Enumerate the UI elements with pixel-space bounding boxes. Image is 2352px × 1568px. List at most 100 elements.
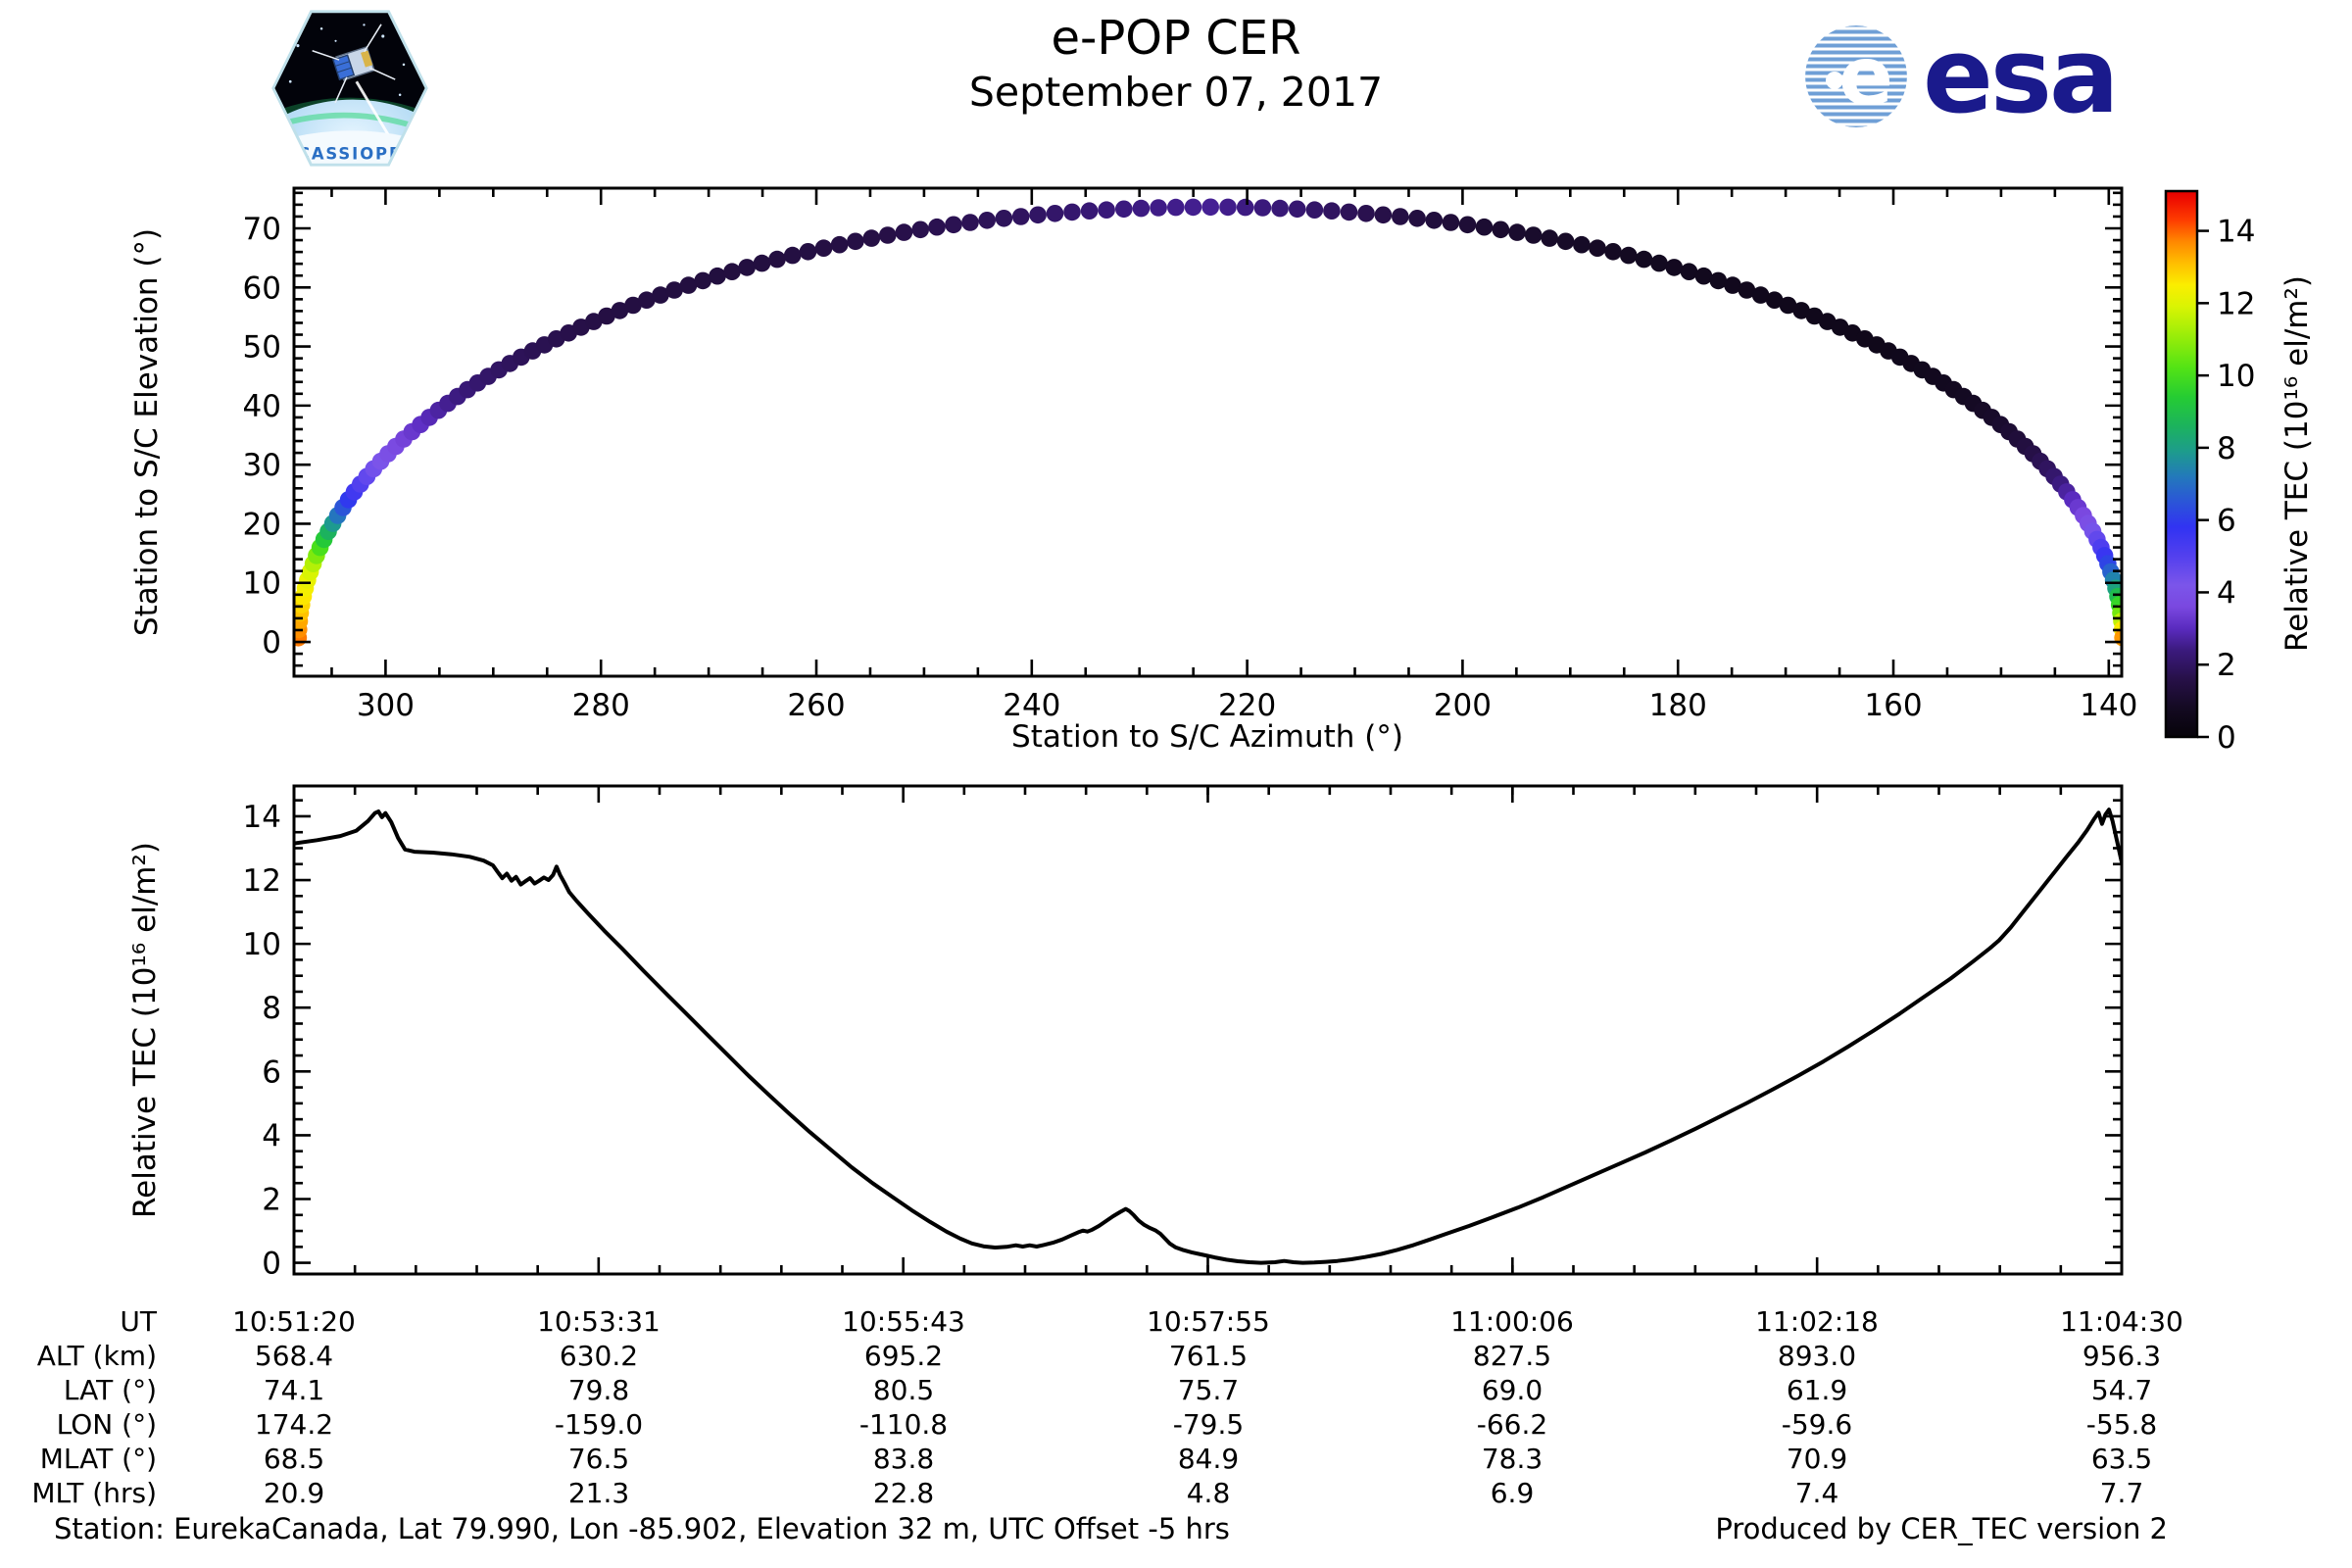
scatter-point	[978, 212, 996, 229]
scatter-point	[1271, 199, 1289, 218]
scatter-point	[879, 226, 897, 244]
tick-label: 10	[243, 566, 281, 602]
scatter-point	[611, 302, 629, 319]
scatter-point	[1011, 208, 1030, 225]
scatter-point	[1408, 210, 1426, 227]
tec-line	[294, 808, 2122, 1265]
table-cell: 75.7	[1177, 1374, 1240, 1406]
table-row-label: UT	[120, 1305, 157, 1338]
scatter-point	[1029, 206, 1047, 224]
scatter-point	[1524, 226, 1543, 244]
scatter-point	[1792, 302, 1810, 319]
scatter-point	[1098, 201, 1115, 219]
scatter-point	[961, 214, 979, 231]
table-cell: 76.5	[567, 1443, 630, 1475]
scatter-point	[768, 250, 786, 269]
scatter-point	[895, 223, 913, 241]
tick-label: 40	[243, 389, 281, 424]
tick-label: 0	[2217, 720, 2236, 756]
tick-label: 6	[2217, 504, 2236, 539]
table-cell: 7.4	[1794, 1477, 1839, 1509]
scatter-point	[1751, 286, 1770, 304]
scatter-point	[1805, 307, 1824, 325]
scatter-point	[1425, 212, 1444, 229]
table-cell: 6.9	[1490, 1477, 1535, 1509]
tick-label: 14	[2217, 215, 2255, 250]
esa-logo: e esa	[1801, 16, 2120, 136]
scatter-point	[753, 254, 771, 272]
table-cell: -55.8	[2085, 1408, 2158, 1441]
table-cell: 10:55:43	[842, 1305, 965, 1338]
page-title: e-POP CER	[1051, 11, 1301, 66]
table-cell: 74.1	[263, 1374, 325, 1406]
table-cell: 11:04:30	[2060, 1305, 2183, 1338]
table-cell: 11:02:18	[1755, 1305, 1879, 1338]
table-cell: -66.2	[1476, 1408, 1548, 1441]
cassiope-logo-graphic: CASSIOPE	[271, 10, 428, 167]
scatter-point	[709, 267, 726, 285]
scatter-point	[1556, 232, 1575, 251]
tick-label: 2	[262, 1183, 281, 1218]
table-row-label: ALT (km)	[36, 1340, 157, 1372]
tick-label: 4	[262, 1118, 281, 1153]
scatter-point	[945, 216, 962, 234]
scatter-point	[598, 307, 615, 325]
scatter-point	[1508, 223, 1526, 241]
tick-label: 12	[243, 863, 281, 899]
scatter-point	[1219, 198, 1237, 217]
colorbar-label: Relative TEC (10¹⁶ el/m²)	[2279, 275, 2315, 652]
scatter-point	[1604, 242, 1622, 261]
table-cell: 761.5	[1168, 1340, 1249, 1372]
table-cell: 11:00:06	[1450, 1305, 1574, 1338]
cassiope-logo: CASSIOPE	[268, 8, 432, 172]
scatter-point	[1738, 281, 1756, 299]
scatter-point	[1150, 199, 1167, 217]
table-cell: 80.5	[872, 1374, 935, 1406]
scatter-point	[1709, 271, 1728, 290]
tick-label: 300	[357, 688, 415, 723]
tick-label: 0	[262, 1247, 281, 1282]
elevation-azimuth-scatter	[294, 198, 2122, 647]
esa-wordmark: esa	[1923, 16, 2120, 136]
scatter-point	[928, 218, 946, 236]
tick-label: 12	[2217, 286, 2255, 321]
scatter-point	[1779, 296, 1797, 315]
table-cell: 893.0	[1777, 1340, 1857, 1372]
table-cell: 10:57:55	[1147, 1305, 1270, 1338]
table-row-label: MLAT (°)	[39, 1443, 157, 1475]
scatter-point	[1201, 198, 1219, 217]
scatter-point	[679, 276, 698, 294]
table-cell: -79.5	[1172, 1408, 1245, 1441]
scatter-point	[1288, 200, 1306, 219]
scatter-point	[862, 229, 881, 247]
table-cell: 695.2	[863, 1340, 944, 1372]
top-chart-ylabel: Station to S/C Elevation (°)	[129, 227, 165, 637]
table-cell: 79.8	[567, 1374, 630, 1406]
page-date: September 07, 2017	[968, 69, 1384, 116]
scatter-point	[624, 296, 642, 315]
table-cell: 20.9	[263, 1477, 325, 1509]
tick-label: 260	[787, 688, 845, 723]
table-cell: 21.3	[567, 1477, 630, 1509]
tick-label: 0	[262, 625, 281, 661]
tick-label: 4	[2217, 575, 2236, 611]
table-row-label: MLT (hrs)	[31, 1477, 157, 1509]
tick-label: 180	[1649, 688, 1707, 723]
table-cell: 568.4	[254, 1340, 334, 1372]
tick-label: 6	[262, 1054, 281, 1090]
scatter-point	[1063, 203, 1081, 221]
scatter-point	[1573, 235, 1591, 254]
scatter-point	[1724, 276, 1741, 294]
table-cell: -110.8	[858, 1408, 949, 1441]
scatter-point	[665, 281, 683, 299]
table-row-label: LON (°)	[56, 1408, 157, 1441]
table-cell: 63.5	[2090, 1443, 2153, 1475]
scatter-point	[694, 271, 711, 290]
scatter-point	[638, 291, 656, 310]
scatter-point	[723, 263, 741, 281]
tick-label: 10	[2217, 359, 2255, 394]
table-cell: 956.3	[2082, 1340, 2162, 1372]
produced-by: Produced by CER_TEC version 2	[1715, 1512, 2168, 1545]
scatter-point	[1694, 267, 1713, 285]
